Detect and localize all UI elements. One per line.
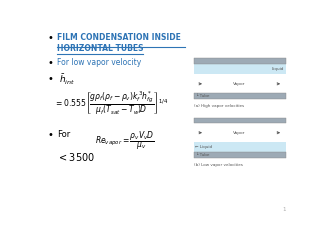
Text: $\bar{h}_{int}$: $\bar{h}_{int}$	[59, 73, 75, 87]
Text: 1: 1	[282, 207, 285, 212]
Text: └ Tube: └ Tube	[196, 94, 209, 98]
Text: ← Liquid: ← Liquid	[195, 145, 212, 149]
Text: HORIZONTAL TUBES: HORIZONTAL TUBES	[57, 44, 144, 53]
Text: $< 3500$: $< 3500$	[57, 151, 95, 163]
Bar	[194, 93, 285, 99]
Text: For low vapor velocity: For low vapor velocity	[57, 58, 142, 67]
Text: $Re_{vapor} = \dfrac{\rho_v V_v D}{\mu_v}$: $Re_{vapor} = \dfrac{\rho_v V_v D}{\mu_v…	[95, 130, 154, 152]
Text: •: •	[47, 33, 53, 43]
Text: Vapor: Vapor	[234, 82, 246, 86]
Bar	[194, 64, 285, 74]
Text: └ Tube: └ Tube	[196, 153, 209, 157]
Text: (a) High vapor velocities: (a) High vapor velocities	[194, 104, 244, 108]
Text: FILM CONDENSATION INSIDE: FILM CONDENSATION INSIDE	[57, 33, 181, 42]
Text: •: •	[47, 74, 53, 84]
Bar	[194, 58, 285, 64]
Bar	[194, 152, 285, 158]
Text: Vapor: Vapor	[234, 131, 246, 135]
Text: (b) Low vapor velocities: (b) Low vapor velocities	[194, 163, 243, 167]
Text: •: •	[47, 130, 53, 139]
Text: $= 0.555\left[\dfrac{g\rho_f(\rho_f-\rho_v)k_f^{\,3}h_{fg}^{*}}{\mu_f(T_{sat}-T_: $= 0.555\left[\dfrac{g\rho_f(\rho_f-\rho…	[54, 90, 168, 117]
Bar	[194, 118, 285, 123]
Text: •: •	[47, 58, 53, 68]
Text: For: For	[57, 130, 71, 138]
Text: Liquid: Liquid	[272, 67, 284, 71]
Bar	[194, 142, 285, 152]
